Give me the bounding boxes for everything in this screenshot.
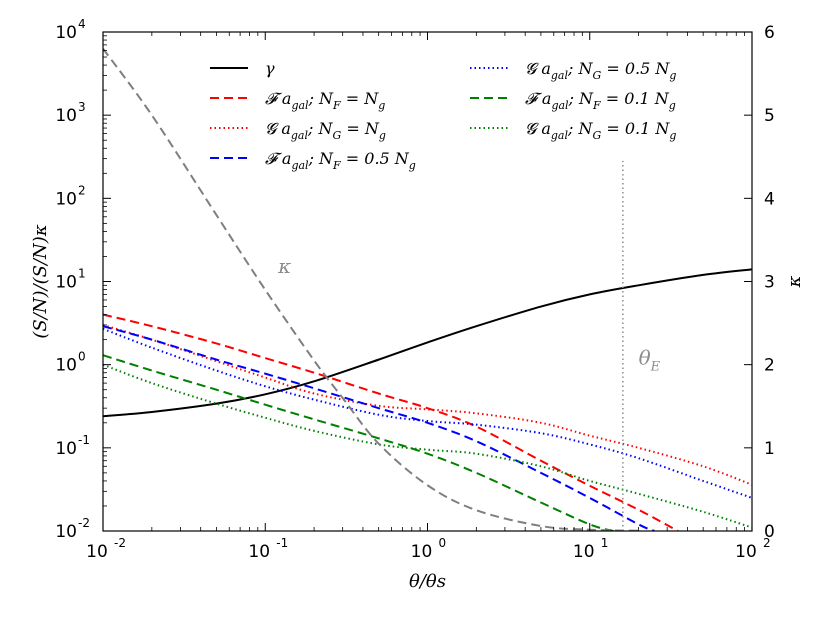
legend-label-part: F: [332, 99, 341, 112]
y-left-tick-label-exp: -1: [78, 433, 90, 447]
legend-label-G_Ng: 𝓖 agal; NG = Ng: [265, 119, 386, 142]
y-left-tick-label-exp: 1: [78, 267, 86, 281]
x-tick-label: 10: [573, 542, 595, 562]
annotation-thetaE_label-sub: E: [650, 360, 661, 375]
legend-label-part: ; N: [308, 89, 334, 108]
series-line-kappa: [103, 48, 639, 531]
y-left-tick-label: 10: [55, 273, 77, 293]
legend-label-part: g: [409, 159, 416, 172]
y-left-tick-label-exp: 0: [78, 350, 86, 364]
y-left-tick-label: 10: [55, 106, 77, 126]
annotation-thetaE_label: θE: [639, 346, 661, 375]
legend-label-part: = N: [341, 89, 380, 108]
legend-label-part: = 0.1 N: [601, 119, 670, 138]
legend-label-part: = 0.5 N: [341, 149, 410, 168]
legend-label-part: G: [332, 129, 341, 142]
legend-label-gamma: γ: [265, 59, 275, 78]
legend-label-part: gal: [291, 159, 309, 172]
y-right-tick-label: 0: [764, 522, 775, 542]
legend-label-part: = N: [341, 119, 380, 138]
series-line-G_05: [103, 327, 752, 499]
legend-label-part: ; N: [567, 59, 593, 78]
y-left-tick-label: 10: [55, 356, 77, 376]
legend-label-part: 𝓖 a: [265, 119, 291, 138]
legend-label-part: ; N: [567, 119, 593, 138]
legend-label-G_05: 𝓖 agal; NG = 0.5 Ng: [525, 59, 676, 82]
x-tick-label-exp: -2: [114, 536, 126, 550]
x-tick-label: 10: [86, 542, 108, 562]
y-right-tick-label: 5: [764, 106, 775, 126]
x-tick-label-exp: -1: [276, 536, 288, 550]
legend-label-part: gal: [551, 99, 569, 112]
y-left-tick-label: 10: [55, 439, 77, 459]
y-left-tick-label: 10: [55, 23, 77, 43]
legend-label-part: ; N: [308, 149, 334, 168]
legend-label-G_01: 𝓖 agal; NG = 0.1 Ng: [525, 119, 676, 142]
legend-label-part: γ: [265, 59, 275, 78]
x-tick-label: 10: [735, 542, 757, 562]
y-left-axis-label-group: (S/N)/(S/N)κ: [30, 224, 51, 338]
legend-label-part: gal: [291, 129, 309, 142]
legend-label-part: g: [669, 69, 676, 82]
y-right-axis-label: κ: [784, 275, 805, 288]
y-left-tick-label: 10: [55, 522, 77, 542]
annotation-kappa_label: κ: [277, 254, 291, 278]
legend-label-part: = 0.1 N: [601, 89, 670, 108]
x-tick-label: 10: [411, 542, 433, 562]
legend-label-part: g: [378, 99, 385, 112]
series-line-F_01: [103, 354, 614, 531]
y-right-tick-label: 2: [764, 356, 775, 376]
legend-label-part: gal: [551, 129, 569, 142]
legend-label-part: G: [592, 69, 601, 82]
legend-label-part: ; N: [568, 89, 594, 108]
y-right-tick-label: 6: [764, 23, 775, 43]
legend-label-part: F: [332, 159, 341, 172]
legend-label-part: ; N: [307, 119, 333, 138]
y-left-axis-label: (S/N)/(S/N)κ: [30, 224, 51, 338]
legend-label-part: 𝓕 a: [265, 149, 291, 168]
x-tick-label-exp: 2: [763, 536, 771, 550]
legend-label-part: 𝓖 a: [525, 59, 551, 78]
y-left-tick-label-exp: 4: [78, 17, 86, 31]
legend-label-F_05: 𝓕 agal; NF = 0.5 Ng: [265, 149, 416, 172]
legend-label-part: = 0.5 N: [601, 59, 670, 78]
y-right-axis-label-group: κ: [784, 275, 805, 288]
y-right-tick-label: 3: [764, 273, 775, 293]
y-right-tick-label: 4: [764, 189, 775, 209]
series-line-G_01: [103, 363, 752, 529]
x-tick-label-exp: 0: [439, 536, 447, 550]
legend-label-part: 𝓕 a: [265, 89, 291, 108]
plot-area: [103, 48, 752, 531]
legend-label-F_01: 𝓕 agal; NF = 0.1 Ng: [525, 89, 676, 112]
x-tick-label-exp: 1: [601, 536, 609, 550]
legend-label-part: g: [669, 129, 676, 142]
legend-label-part: gal: [551, 69, 569, 82]
y-left-tick-label-exp: 3: [78, 100, 86, 114]
y-right-tick-label: 1: [764, 439, 775, 459]
legend-label-part: 𝓕 a: [525, 89, 551, 108]
x-axis-label: θ/θs: [409, 571, 446, 592]
y-left-tick-label: 10: [55, 189, 77, 209]
series-line-gamma: [103, 268, 752, 418]
legend-label-F_Ng: 𝓕 agal; NF = Ng: [265, 89, 385, 112]
legend-label-part: gal: [291, 99, 309, 112]
legend-label-part: F: [592, 99, 601, 112]
x-tick-label: 10: [248, 542, 270, 562]
legend-label-part: 𝓖 a: [525, 119, 551, 138]
y-left-tick-label-exp: 2: [78, 183, 86, 197]
series-line-F_Ng: [103, 313, 679, 531]
legend-label-part: G: [592, 129, 601, 142]
legend-label-part: g: [379, 129, 386, 142]
y-left-tick-label-exp: -2: [78, 516, 90, 530]
series-line-F_05: [103, 325, 655, 531]
series-line-G_Ng: [103, 324, 752, 486]
legend-label-part: g: [669, 99, 676, 112]
